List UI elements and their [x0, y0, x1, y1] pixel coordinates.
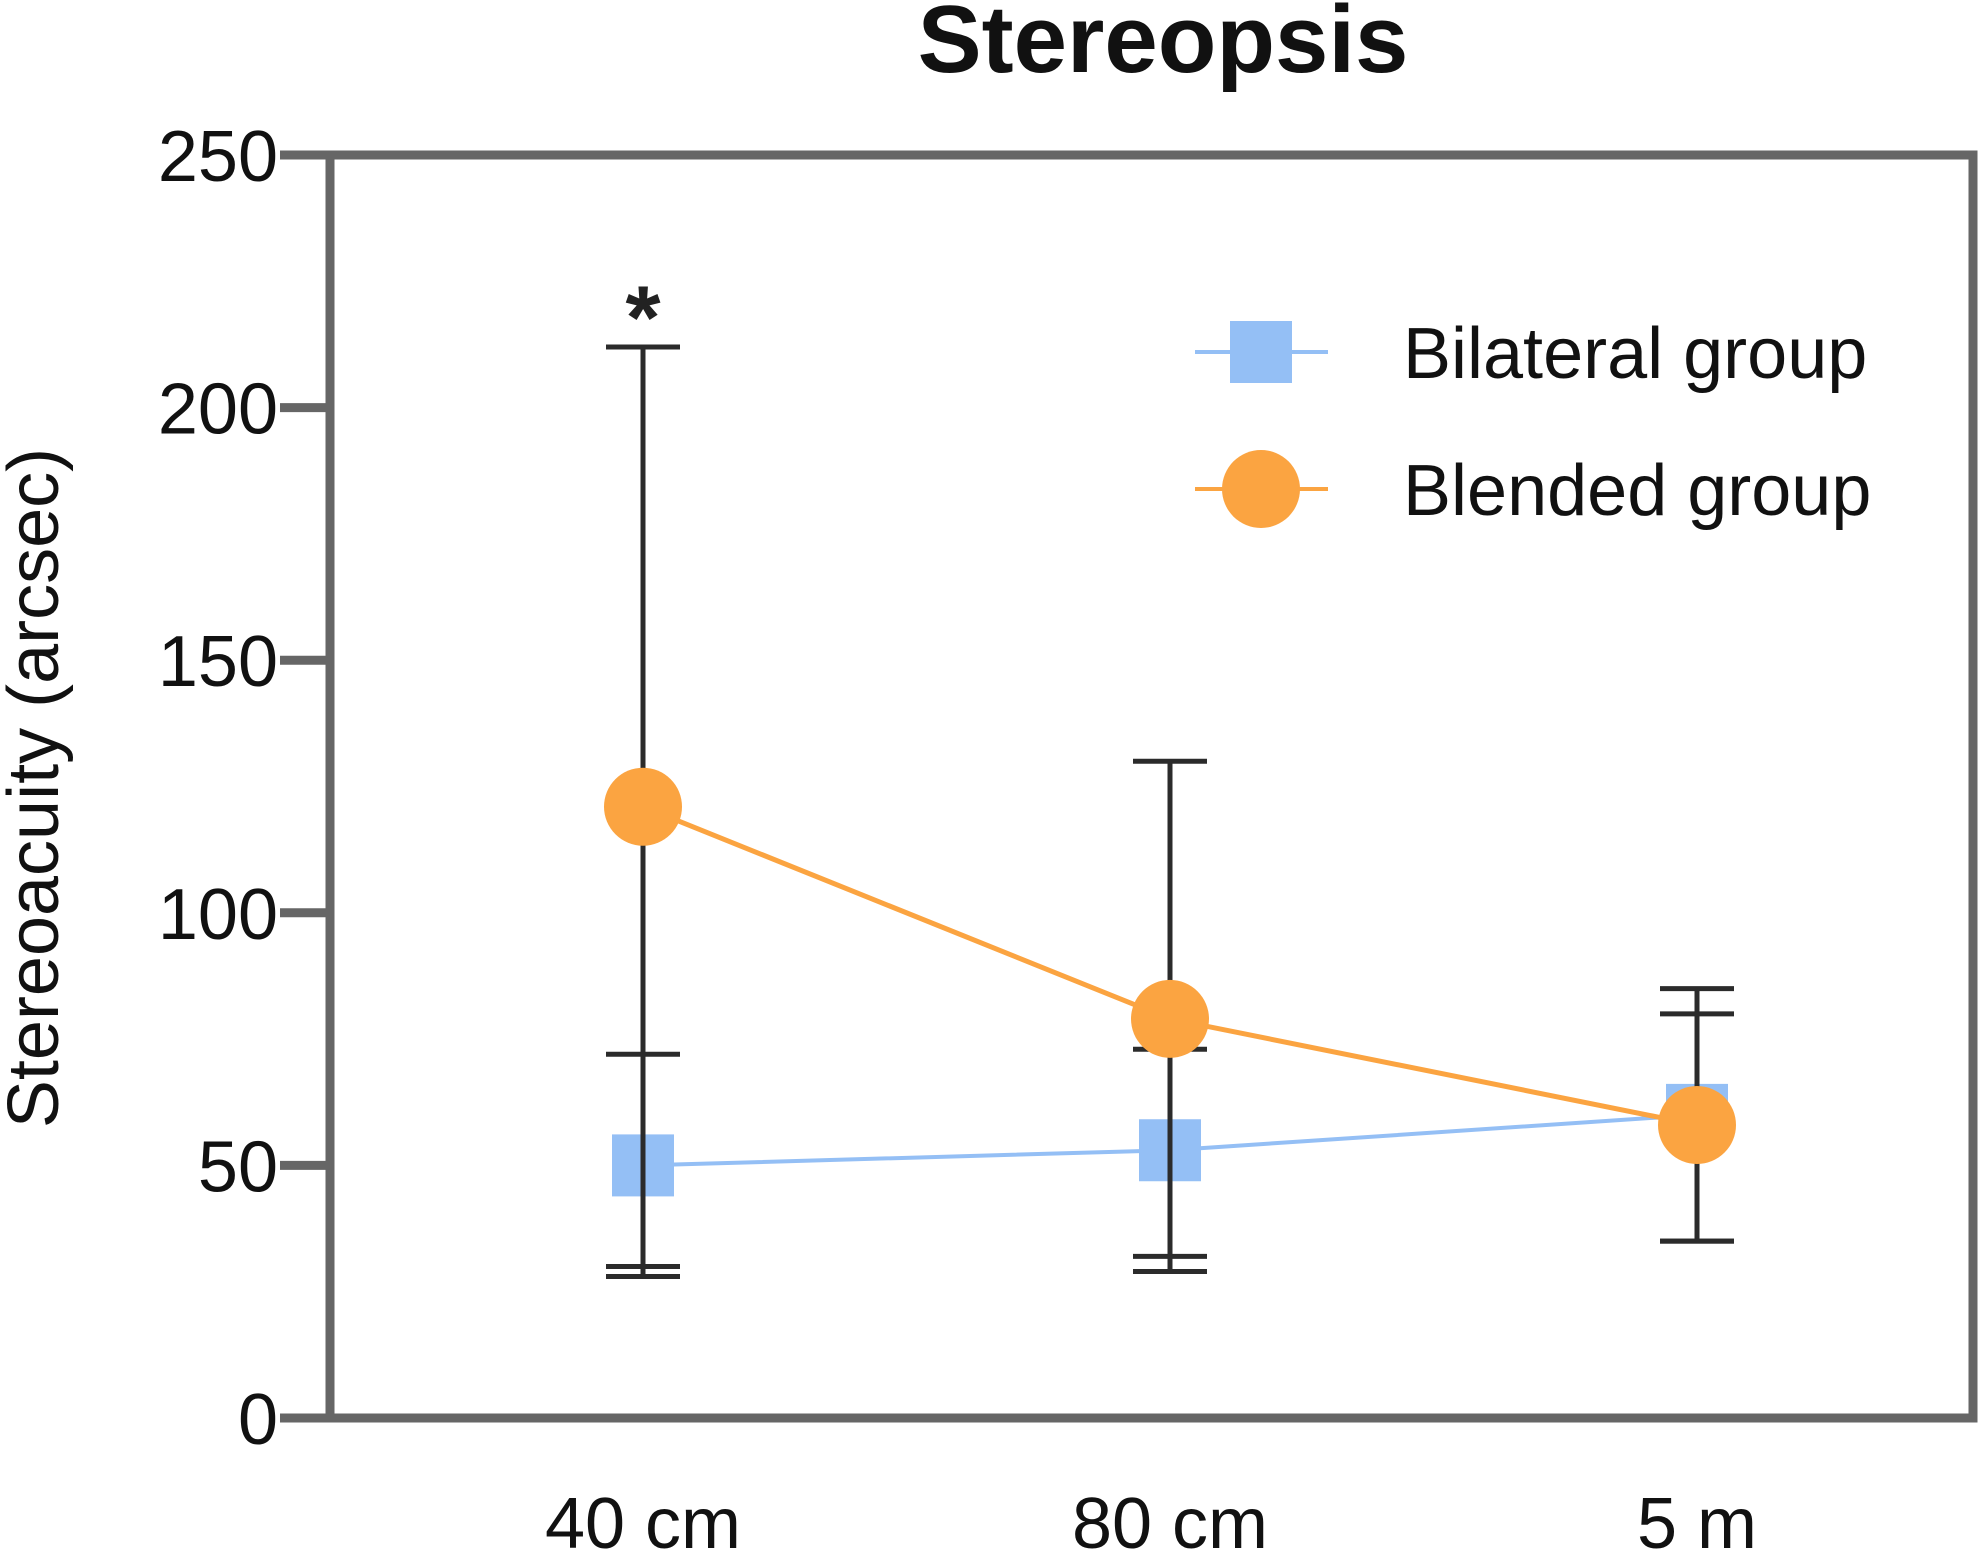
- legend: Bilateral group Blended group: [1195, 314, 1871, 531]
- significance-asterisk: *: [625, 268, 660, 368]
- legend-item: Bilateral group: [1195, 314, 1867, 394]
- plot-frame: [325, 150, 1978, 1423]
- x-tick-label: 5 m: [1637, 1484, 1757, 1549]
- plot-border: [325, 150, 1978, 1423]
- y-tick-label: 250: [158, 117, 278, 197]
- y-tick-label: 50: [198, 1127, 278, 1207]
- x-axis: 40 cm 80 cm 5 m: [545, 1484, 1757, 1549]
- series-layer: [604, 344, 1736, 1280]
- chart-title: Stereopsis: [918, 0, 1409, 93]
- series-blended: [604, 344, 1736, 1280]
- data-point-circle: [1658, 1085, 1736, 1164]
- legend-marker-circle: [1222, 450, 1300, 528]
- y-tick-label: 150: [158, 622, 278, 702]
- annotation-layer: *: [625, 268, 660, 368]
- legend-item: Blended group: [1195, 450, 1871, 531]
- y-tick-label: 100: [158, 875, 278, 955]
- legend-label: Blended group: [1403, 451, 1871, 531]
- y-axis-label: Stereoacuity (arcsec): [0, 448, 74, 1128]
- legend-marker-square: [1230, 321, 1292, 383]
- data-point-circle: [604, 767, 682, 846]
- y-tick-label: 0: [238, 1380, 278, 1460]
- legend-label: Bilateral group: [1403, 314, 1867, 394]
- data-point-circle: [1131, 979, 1209, 1058]
- x-tick-label: 80 cm: [1072, 1484, 1268, 1549]
- x-tick-label: 40 cm: [545, 1484, 741, 1549]
- y-tick-label: 200: [158, 370, 278, 450]
- y-axis: 0 50 100 150 200 250: [158, 117, 330, 1460]
